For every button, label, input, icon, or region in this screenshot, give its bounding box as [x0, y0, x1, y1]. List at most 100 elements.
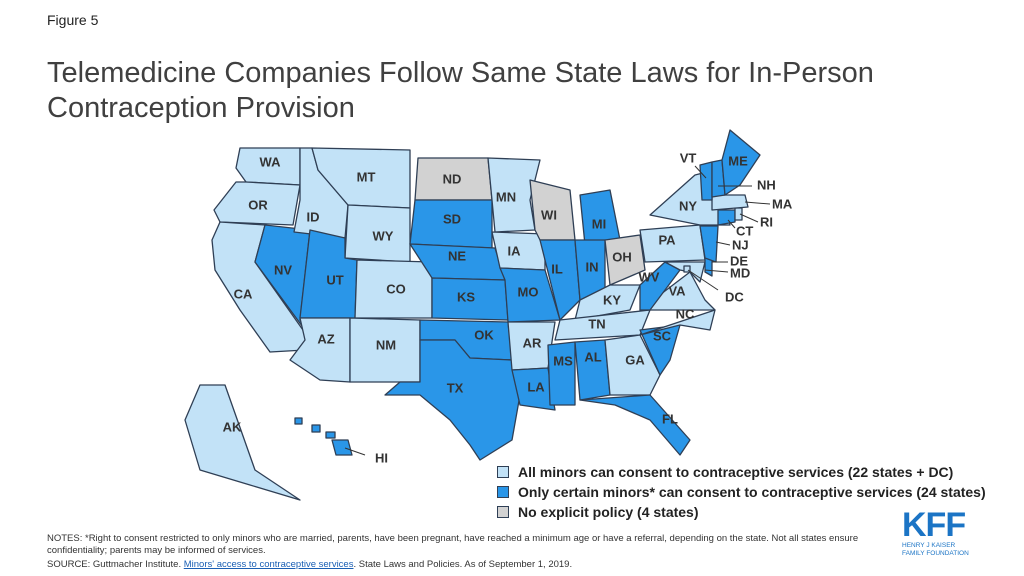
state-AK — [184, 384, 301, 501]
label-MT: MT — [357, 169, 376, 184]
label-AZ: AZ — [317, 331, 334, 346]
label-TN: TN — [588, 316, 605, 331]
label-CT: CT — [736, 223, 753, 238]
label-IN: IN — [586, 259, 599, 274]
source-prefix: SOURCE: Guttmacher Institute. — [47, 559, 184, 570]
label-WI: WI — [541, 207, 557, 222]
label-CO: CO — [386, 281, 406, 296]
label-MS: MS — [553, 353, 573, 368]
label-TX: TX — [447, 380, 464, 395]
state-WV — [639, 261, 681, 311]
label-LA: LA — [527, 379, 545, 394]
state-MA — [711, 194, 749, 211]
legend: All minors can consent to contraceptive … — [497, 462, 986, 522]
legend-swatch-all — [497, 466, 509, 478]
label-OR: OR — [248, 197, 268, 212]
source-link[interactable]: Minors' access to contraceptive services — [183, 559, 354, 570]
legend-item-all: All minors can consent to contraceptive … — [497, 462, 986, 482]
state-MD — [664, 261, 706, 283]
label-CA: CA — [234, 286, 253, 301]
legend-swatch-certain — [497, 486, 509, 498]
state-OR — [213, 181, 301, 226]
label-UT: UT — [326, 272, 343, 287]
label-AL: AL — [584, 349, 601, 364]
logo-line-1: HENRY J KAISER — [902, 542, 956, 549]
state-HI-1 — [294, 417, 303, 425]
legend-label-certain: Only certain minors* can consent to cont… — [518, 484, 986, 500]
label-WV: WV — [639, 269, 660, 284]
source-suffix: . State Laws and Policies. As of Septemb… — [353, 559, 573, 570]
state-ME — [721, 129, 761, 196]
label-MO: MO — [518, 284, 539, 299]
label-ID: ID — [307, 209, 320, 224]
label-SD: SD — [443, 211, 461, 226]
label-IA: IA — [508, 243, 522, 258]
leader-md — [704, 269, 729, 273]
label-NM: NM — [376, 337, 396, 352]
label-NE: NE — [448, 248, 466, 263]
label-ME: ME — [728, 153, 748, 168]
leader-nj — [715, 241, 731, 246]
label-AR: AR — [523, 335, 542, 350]
label-SC: SC — [653, 328, 672, 343]
leader-ct — [727, 219, 736, 229]
label-MA: MA — [772, 196, 793, 211]
label-VA: VA — [668, 283, 686, 298]
label-MI: MI — [592, 216, 606, 231]
label-NV: NV — [274, 262, 292, 277]
label-NY: NY — [679, 198, 697, 213]
source-line: SOURCE: Guttmacher Institute. Minors' ac… — [47, 559, 572, 570]
label-MD: MD — [730, 265, 750, 280]
label-AK: AK — [223, 419, 242, 434]
legend-item-none: No explicit policy (4 states) — [497, 502, 986, 522]
label-IL: IL — [551, 261, 563, 276]
notes: NOTES: *Right to consent restricted to o… — [47, 533, 859, 556]
state-GA — [604, 334, 661, 396]
page-title: Telemedicine Companies Follow Same State… — [47, 57, 874, 124]
logo-line-2: FAMILY FOUNDATION — [902, 550, 969, 557]
logo-mark: KFF — [902, 506, 966, 544]
state-HI-4 — [331, 439, 353, 456]
figure-label: Figure 5 — [47, 12, 99, 28]
state-FL — [579, 394, 691, 456]
label-NC: NC — [676, 306, 695, 321]
state-VA — [639, 271, 716, 311]
leader-hi — [344, 447, 366, 456]
leader-vt — [694, 165, 707, 179]
label-ND: ND — [443, 171, 462, 186]
label-VT: VT — [680, 150, 697, 165]
label-DE: DE — [730, 253, 748, 268]
label-DC: DC — [725, 289, 744, 304]
state-LA — [511, 367, 556, 411]
state-VT — [699, 161, 713, 201]
label-GA: GA — [625, 352, 645, 367]
legend-label-none: No explicit policy (4 states) — [518, 504, 699, 520]
leader-ma — [744, 201, 771, 205]
leader-ri — [739, 213, 759, 223]
label-PA: PA — [658, 232, 676, 247]
state-NC — [639, 309, 716, 336]
label-OH: OH — [612, 249, 632, 264]
state-HI-3 — [325, 431, 336, 439]
state-MS — [547, 341, 576, 406]
kff-logo: KFF HENRY J KAISER FAMILY FOUNDATION — [902, 508, 992, 558]
state-TX — [384, 339, 521, 461]
label-NH: NH — [757, 177, 776, 192]
label-OK: OK — [474, 327, 494, 342]
label-MN: MN — [496, 189, 516, 204]
legend-item-certain: Only certain minors* can consent to cont… — [497, 482, 986, 502]
label-WA: WA — [260, 154, 282, 169]
state-OH — [604, 234, 646, 286]
leader-dc — [687, 269, 719, 291]
state-MO — [499, 267, 561, 323]
label-HI: HI — [375, 450, 388, 465]
label-KS: KS — [457, 289, 475, 304]
label-FL: FL — [662, 411, 678, 426]
label-KY: KY — [603, 292, 621, 307]
state-HI-2 — [311, 424, 321, 433]
label-RI: RI — [760, 214, 773, 229]
state-CT — [717, 209, 736, 226]
label-NJ: NJ — [732, 237, 749, 252]
state-KY — [574, 284, 641, 321]
